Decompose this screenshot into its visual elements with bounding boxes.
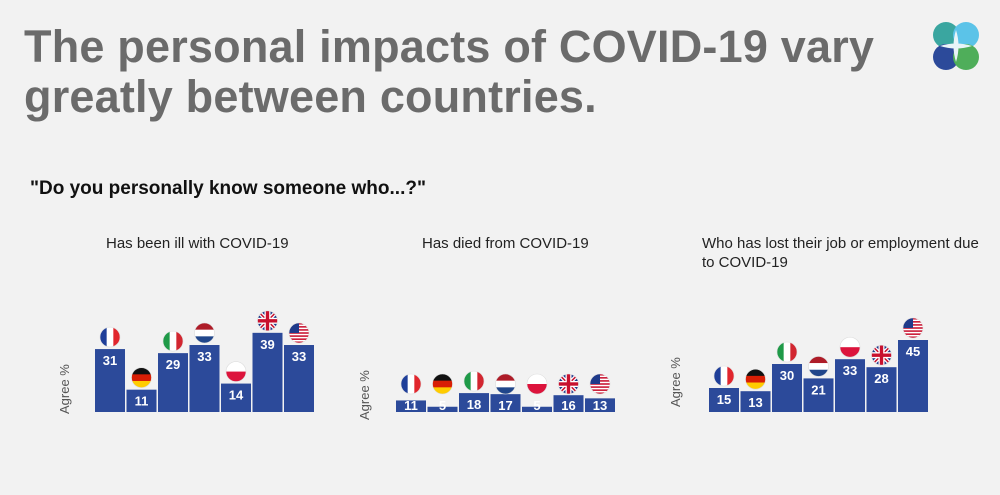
bar-poland	[835, 359, 865, 412]
data-label: 33	[197, 349, 211, 364]
flag-usa-icon	[902, 317, 924, 339]
flag-netherlands-icon	[808, 356, 829, 377]
flag-uk-icon	[257, 310, 278, 332]
bar-germany	[427, 406, 458, 412]
bar-united-kingdom	[866, 367, 897, 412]
bar-united-states	[898, 340, 928, 412]
flag-germany-icon	[131, 367, 152, 388]
bar-united-states	[585, 398, 615, 412]
bar-united-kingdom	[553, 395, 584, 412]
bar-poland	[221, 383, 251, 412]
data-label: 13	[748, 395, 762, 410]
data-label: 45	[906, 344, 920, 359]
flag-poland-icon	[225, 361, 247, 382]
bar-germany	[126, 389, 157, 412]
bar-italy	[158, 353, 188, 412]
bar-netherlands	[189, 345, 220, 412]
data-label: 28	[874, 371, 888, 386]
flag-germany-icon	[432, 373, 453, 395]
flag-italy-icon	[162, 330, 184, 352]
data-label: 31	[103, 353, 117, 368]
page-title: The personal impacts of COVID-19 vary gr…	[24, 21, 875, 122]
data-label: 39	[260, 337, 274, 352]
flag-italy-icon	[776, 341, 798, 363]
data-label: 5	[439, 398, 446, 413]
bar-united-states	[284, 345, 314, 412]
bar-italy	[772, 364, 802, 412]
data-label: 11	[135, 394, 149, 409]
data-label: 33	[843, 363, 857, 378]
data-label: 30	[780, 368, 794, 383]
bar-netherlands	[490, 394, 521, 412]
data-label: 15	[717, 392, 731, 407]
bar-germany	[740, 391, 771, 412]
flag-uk-icon	[871, 344, 892, 366]
flag-france-icon	[713, 365, 735, 387]
four-petal-logo-icon	[933, 22, 979, 70]
bar-france	[709, 388, 739, 412]
flag-germany-icon	[745, 368, 766, 390]
flag-uk-icon	[558, 373, 579, 395]
data-label: 16	[561, 398, 575, 413]
data-label: 5	[533, 398, 540, 413]
bar-united-kingdom	[252, 332, 283, 412]
chart-title-ill: Has been ill with COVID-19	[106, 235, 289, 252]
survey-question: "Do you personally know someone who...?"	[30, 178, 426, 199]
bar-france	[95, 349, 125, 412]
data-label: 21	[811, 382, 825, 397]
data-label: 11	[404, 398, 418, 413]
flag-poland-icon	[839, 336, 861, 358]
flag-netherlands-icon	[495, 373, 516, 395]
flag-france-icon	[400, 373, 422, 395]
bar-france	[396, 400, 426, 412]
flag-poland-icon	[526, 373, 548, 395]
data-label: 29	[166, 357, 180, 372]
bar-netherlands	[803, 378, 834, 412]
bar-poland	[522, 406, 552, 412]
data-label: 13	[593, 398, 607, 413]
flag-france-icon	[99, 326, 121, 348]
flag-netherlands-icon	[194, 322, 215, 344]
data-label: 17	[498, 398, 512, 413]
flag-usa-icon	[288, 322, 310, 344]
bar-italy	[459, 393, 489, 412]
chart-title-died: Has died from COVID-19	[422, 235, 589, 252]
chart-title-lost-job: Who has lost their job or employment due…	[702, 235, 979, 271]
data-label: 18	[467, 397, 481, 412]
data-label: 14	[229, 388, 244, 403]
flag-usa-icon	[589, 373, 611, 395]
data-label: 33	[292, 349, 306, 364]
flag-italy-icon	[463, 370, 485, 392]
